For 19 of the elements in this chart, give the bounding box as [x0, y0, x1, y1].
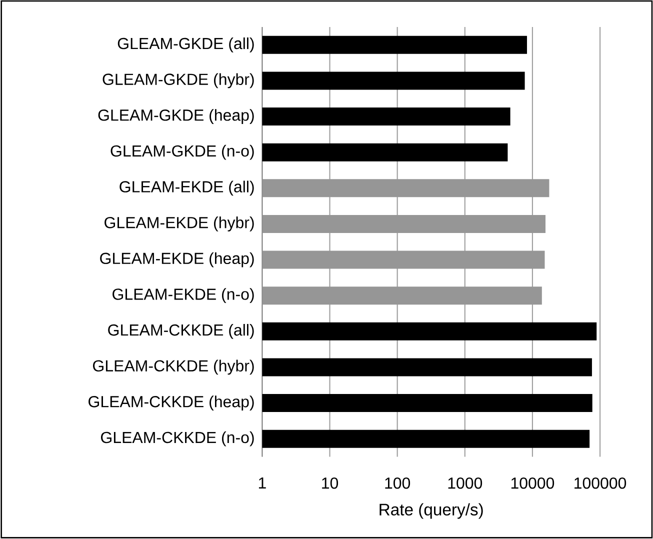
- y-tick-label: GLEAM-GKDE (n-o): [110, 144, 254, 160]
- x-axis-title: Rate (query/s): [380, 503, 483, 519]
- y-tick-label: GLEAM-CKKDE (all): [108, 324, 254, 339]
- x-tick-label: 10: [322, 477, 338, 489]
- y-tick-label: GLEAM-EKDE (hybr): [104, 216, 254, 232]
- y-tick-label: GLEAM-EKDE (n-o): [112, 288, 254, 304]
- y-tick-label: GLEAM-GKDE (all): [118, 37, 254, 52]
- y-tick-label: GLEAM-CKKDE (hybr): [93, 360, 254, 375]
- y-tick-label: GLEAM-EKDE (heap): [100, 252, 254, 268]
- y-tick-label: GLEAM-GKDE (hybr): [102, 73, 254, 88]
- x-tick-label: 100: [385, 477, 410, 489]
- x-tick-label: 100000: [574, 477, 626, 489]
- x-tick-label: 1: [258, 477, 266, 488]
- y-tick-label: GLEAM-EKDE (all): [120, 180, 254, 196]
- y-tick-label: GLEAM-GKDE (heap): [98, 109, 254, 124]
- y-tick-label: GLEAM-CKKDE (heap): [88, 396, 254, 410]
- x-tick-label: 10000: [511, 477, 554, 489]
- y-tick-label: GLEAM-CKKDE (n-o): [101, 431, 254, 446]
- x-tick-label: 1000: [448, 477, 482, 489]
